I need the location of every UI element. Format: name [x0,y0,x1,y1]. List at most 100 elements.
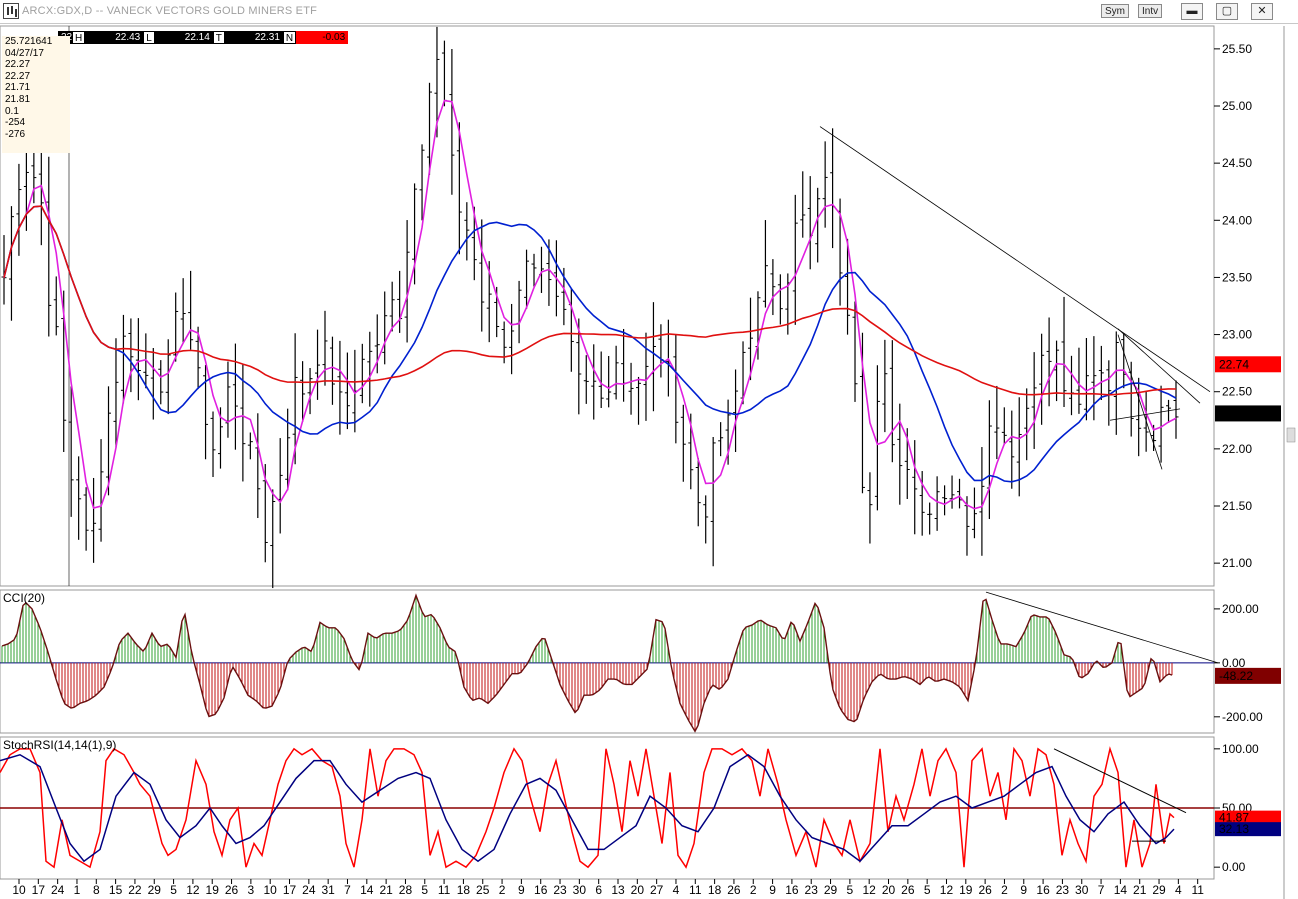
stoch-last-value-label: 41.87 [1219,811,1249,825]
mid-moving-average-line [3,205,1177,483]
price-trend-line [1117,328,1201,404]
x-tick-label: 26 [901,883,915,897]
x-tick-label: 16 [785,883,799,897]
price-tick-label: 25.50 [1222,42,1252,56]
cci-last-value-label: -48.22 [1219,669,1253,683]
x-tick-label: 15 [109,883,123,897]
x-tick-label: 5 [421,883,428,897]
price-last-value-tag [1215,405,1281,422]
info-line: 21.71 [5,82,31,94]
cci-trend-line [985,591,1219,664]
price-tick-label: 21.00 [1222,556,1252,570]
x-tick-label: 5 [170,883,177,897]
x-tick-label: 18 [708,883,722,897]
x-tick-label: 11 [689,883,702,897]
quote-net-label: N [282,31,297,44]
x-tick-label: 5 [924,883,931,897]
price-tick-label: 21.50 [1222,499,1252,513]
x-tick-label: 2 [1001,883,1008,897]
x-tick-label: 31 [321,883,335,897]
price-last-value-label: 22.31 [1219,406,1249,420]
x-tick-label: 23 [553,883,567,897]
x-tick-label: 29 [824,883,838,897]
info-line: 22.27 [5,70,31,82]
x-tick-label: 12 [863,883,877,897]
x-tick-label: 4 [1175,883,1182,897]
x-tick-label: 26 [727,883,741,897]
quote-high-value: 22.43 [85,31,144,44]
x-tick-label: 8 [93,883,100,897]
price-tick-label: 23.00 [1222,328,1252,342]
price-bars [1,26,1179,589]
axis-scroll-handle [1286,427,1296,443]
x-tick-label: 9 [518,883,525,897]
quote-close-label: T [212,31,225,44]
interval-button[interactable]: Intv [1138,4,1163,18]
x-tick-label: 17 [32,883,46,897]
x-tick-label: 23 [805,883,819,897]
interval-button-label: Intv [1142,6,1159,17]
info-line: 25.721641 [5,36,53,47]
stoch-last-value-label: 32.13 [1219,822,1249,836]
minimize-button[interactable]: ▬ [1181,3,1203,20]
x-tick-label: 29 [1152,883,1166,897]
x-tick-label: 29 [148,883,162,897]
x-tick-label: 21 [379,883,393,897]
cci-last-value-tag [1215,667,1281,684]
x-tick-label: 20 [631,883,645,897]
price-trend-line [1109,408,1181,421]
quote-bar: 22.32 H 22.43 L 22.14 T 22.31 N -0.03 [58,31,349,44]
quote-high-label: H [72,31,86,44]
x-tick-label: 22 [128,883,142,897]
x-tick-label: 25 [476,883,490,897]
x-tick-label: 27 [650,883,664,897]
x-tick-label: 4 [673,883,680,897]
x-tick-label: 10 [264,883,278,897]
restore-icon: ▢ [1221,5,1233,17]
x-tick-label: 21 [1133,883,1147,897]
x-tick-label: 28 [399,883,413,897]
info-line: 21.81 [5,93,31,105]
info-line: 04/27/17 [5,47,44,59]
price-last-value-tag [1215,356,1281,373]
x-tick-label: 12 [940,883,954,897]
quote-close-value: 22.31 [224,31,283,44]
slow-moving-average-line [3,205,1177,396]
x-tick-label: 11 [438,883,451,897]
quote-net-value: -0.03 [296,31,349,44]
x-tick-label: 7 [344,883,351,897]
window-titlebar: ARCX:GDX,D -- VANECK VECTORS GOLD MINERS… [0,0,1298,24]
chart-app-icon[interactable] [3,3,19,19]
x-tick-label: 9 [769,883,776,897]
stoch-trend-line [1053,748,1187,814]
close-button[interactable]: ✕ [1251,3,1273,20]
stoch-signal-line [0,753,1175,863]
x-tick-label: 14 [1114,883,1128,897]
x-tick-label: 16 [534,883,548,897]
info-line: 22.27 [5,59,31,71]
info-line: -276 [5,128,26,140]
minimize-icon: ▬ [1186,5,1198,17]
stoch-rsi-line [0,746,1175,869]
x-tick-label: 26 [978,883,992,897]
stoch-panel-label: StochRSI(14,14(1),9) [3,738,116,752]
x-tick-label: 2 [499,883,506,897]
x-tick-label: 13 [611,883,625,897]
price-tick-label: 24.50 [1222,156,1252,170]
x-tick-label: 18 [457,883,471,897]
x-tick-label: 3 [248,883,255,897]
x-tick-label: 16 [1036,883,1050,897]
x-tick-label: 30 [573,883,587,897]
x-tick-label: 12 [186,883,200,897]
cci-tick-label: -200.00 [1222,710,1263,724]
x-tick-label: 19 [206,883,220,897]
symbol-button[interactable]: Sym [1101,4,1129,18]
close-icon: ✕ [1257,5,1267,17]
restore-button[interactable]: ▢ [1216,3,1238,20]
info-line: 0.1 [5,105,19,117]
x-tick-label: 24 [51,883,65,897]
info-line: -254 [5,117,26,129]
quote-low-label: L [143,31,155,44]
cci-histogram [1,595,1173,732]
